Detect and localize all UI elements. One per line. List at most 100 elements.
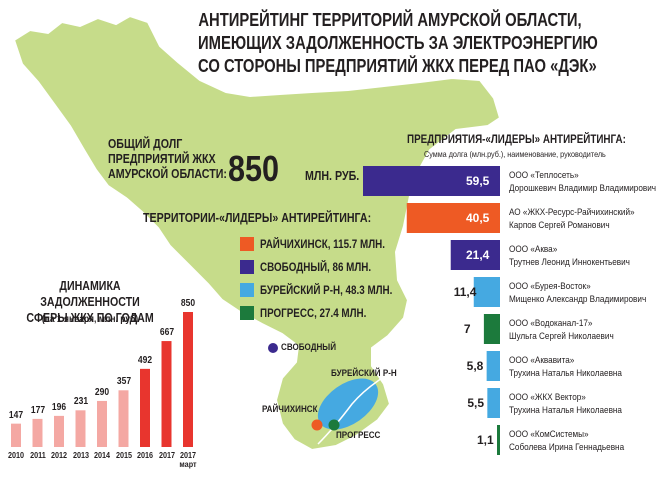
leader-company-head: Соболева Ирина Геннадьевна xyxy=(509,442,625,453)
history-year-label: 2013 xyxy=(68,451,94,460)
leader-value-label: 1,1 xyxy=(477,433,494,447)
total-debt-label-line-1: ОБЩИЙ ДОЛГ xyxy=(108,136,183,151)
map-label-raichikhinsk: РАЙЧИХИНСК xyxy=(262,404,318,415)
total-debt-label-line-2: ПРЕДПРИЯТИЙ ЖКХ xyxy=(108,151,216,166)
history-year-label: 2017 март xyxy=(175,451,201,469)
page-title: АНТИРЕЙТИНГ ТЕРРИТОРИЙ АМУРСКОЙ ОБЛАСТИ,… xyxy=(198,8,598,77)
title-line-1: АНТИРЕЙТИНГ ТЕРРИТОРИЙ АМУРСКОЙ ОБЛАСТИ, xyxy=(198,9,582,30)
history-year-label-line: 2011 xyxy=(29,450,46,460)
territory-swatch xyxy=(240,260,254,274)
dynamics-title: ДИНАМИКА ЗАДОЛЖЕННОСТИ СФЕРЫ ЖКХ ПО ГОДА… xyxy=(22,278,158,326)
history-year-label-line: 2015 xyxy=(115,450,132,460)
territory-swatch xyxy=(240,306,254,320)
history-value-label: 290 xyxy=(94,386,110,398)
leader-company-block: ООО «Теплосеть» Дорошкевич Владимир Влади… xyxy=(509,169,656,195)
region-shape xyxy=(12,14,502,452)
history-year-label-line: 2012 xyxy=(50,450,68,460)
leader-bar xyxy=(473,277,500,307)
history-year-label-line: 2013 xyxy=(72,450,89,460)
territory-label: ПРОГРЕСС, 27.4 МЛН. xyxy=(260,306,367,320)
history-year-label-line: 2017 xyxy=(158,450,175,460)
title-line-2: ИМЕЮЩИХ ЗАДОЛЖЕННОСТЬ ЗА ЭЛЕКТРОЭНЕРГИЮ xyxy=(198,32,598,53)
leader-company-name: ООО «ЖКХ Вектор» xyxy=(509,392,586,403)
leader-company-head: Трухина Наталья Николаевна xyxy=(509,405,622,416)
debt-dynamics-chart xyxy=(11,312,193,447)
leader-value-label: 5,5 xyxy=(467,396,485,410)
leader-bar xyxy=(450,240,500,270)
leader-value-label: 5,8 xyxy=(466,359,484,373)
history-bar xyxy=(118,390,129,447)
leader-value-label: 40,5 xyxy=(466,211,490,225)
history-year-label: 2015 xyxy=(111,451,137,460)
leaders-subheading: Сумма долга (млн.руб.), наименование, ру… xyxy=(424,149,606,159)
svobodny-marker xyxy=(268,343,278,353)
dynamics-note: (на 1 января, млн. руб) xyxy=(41,314,139,325)
leader-company-name: ООО «Бурея-Восток» xyxy=(509,281,591,292)
territory-swatch xyxy=(240,237,254,251)
leader-company-name: АО «ЖКХ-Ресурс-Райчихинский» xyxy=(509,207,635,218)
leader-bar xyxy=(497,425,500,455)
leader-bar xyxy=(406,203,500,233)
history-year-label: 2012 xyxy=(46,451,72,460)
history-year-label-line: 2016 xyxy=(136,450,154,460)
leader-company-head: Шульга Сергей Николаевич xyxy=(509,331,614,342)
map-label-svobodny: СВОБОДНЫЙ xyxy=(281,342,337,353)
history-value-label: 177 xyxy=(30,404,45,416)
territory-swatch xyxy=(240,283,254,297)
leader-company-name: ООО «Теплосеть» xyxy=(509,170,579,181)
territories-heading: ТЕРРИТОРИИ-«ЛИДЕРЫ» АНТИРЕЙТИНГА: xyxy=(143,210,372,225)
history-year-label: 2010 xyxy=(3,451,29,460)
history-year-label: 2016 xyxy=(132,451,158,460)
leader-company-block: ООО «Бурея-Восток» Мищенко Александр Влад… xyxy=(509,280,646,306)
leader-value-label: 21,4 xyxy=(466,248,490,262)
history-bar xyxy=(11,423,21,447)
history-bar xyxy=(140,368,150,447)
map-label-progress: ПРОГРЕСС xyxy=(336,430,381,441)
history-bar xyxy=(97,400,107,447)
leader-value-label: 11,4 xyxy=(453,285,477,299)
history-value-label: 357 xyxy=(116,376,131,388)
leader-company-name: ООО «Водоканал-17» xyxy=(509,318,593,329)
leader-bar xyxy=(483,314,500,344)
dynamics-title-line-2: СФЕРЫ ЖКХ ПО ГОДАМ xyxy=(26,311,154,325)
history-year-label-line: 2014 xyxy=(93,450,111,460)
leader-company-block: АО «ЖКХ-Ресурс-Райчихинский» Карпов Серге… xyxy=(509,206,635,232)
progress-marker xyxy=(328,419,340,431)
leader-company-head: Трутнев Леонид Иннокентьевич xyxy=(509,257,630,268)
history-value-label: 196 xyxy=(51,401,67,413)
leader-company-head: Мищенко Александр Владимирович xyxy=(509,294,647,305)
history-year-label: 2014 xyxy=(89,451,115,460)
history-year-label-line: 2017 xyxy=(179,450,197,460)
leader-bar xyxy=(486,351,500,381)
history-year-label-line: 2010 xyxy=(7,450,25,460)
territory-label: БУРЕЙСКИЙ Р-Н, 48.3 МЛН. xyxy=(260,283,393,297)
leader-company-head: Трухина Наталья Николаевна xyxy=(509,368,622,379)
leader-value-label: 59,5 xyxy=(466,174,490,188)
history-year-label: 2017 xyxy=(154,451,180,460)
history-bar xyxy=(54,415,64,447)
history-value-label: 492 xyxy=(137,354,153,366)
leader-bar xyxy=(363,166,500,196)
raichikhinsk-marker xyxy=(311,419,323,431)
history-value-label: 667 xyxy=(159,327,174,339)
title-line-3: СО СТОРОНЫ ПРЕДПРИЯТИЙ ЖКХ ПЕРЕД ПАО «ДЭ… xyxy=(198,55,597,76)
total-debt-value: 850 xyxy=(228,148,280,189)
bureya-district-shape xyxy=(317,378,379,430)
history-bar xyxy=(161,341,172,447)
leader-company-name: ООО «Аква» xyxy=(509,244,558,255)
leader-company-name: ООО «КомСистемы» xyxy=(509,429,589,440)
history-bar xyxy=(32,418,43,447)
history-year-label-line: март xyxy=(179,459,197,469)
leader-company-block: ООО «ЖКХ Вектор» Трухина Наталья Николаев… xyxy=(509,391,622,417)
leaders-heading: ПРЕДПРИЯТИЯ-«ЛИДЕРЫ» АНТИРЕЙТИНГА: xyxy=(407,132,626,146)
leader-value-label: 7 xyxy=(463,322,471,336)
total-debt-label: ОБЩИЙ ДОЛГ ПРЕДПРИЯТИЙ ЖКХ АМУРСКОЙ ОБЛА… xyxy=(108,136,227,181)
leader-company-block: ООО «Аква» Трутнев Леонид Иннокентьевич xyxy=(509,243,630,269)
map-label-bureya: БУРЕЙСКИЙ Р-Н xyxy=(331,368,397,379)
history-bar xyxy=(183,312,193,447)
total-debt-label-line-3: АМУРСКОЙ ОБЛАСТИ: xyxy=(108,166,227,181)
leader-company-block: ООО «Аквавита» Трухина Наталья Николаевна xyxy=(509,354,622,380)
history-year-label: 2011 xyxy=(25,451,51,460)
history-value-label: 231 xyxy=(73,396,88,408)
leader-company-head: Дорошкевич Владимир Владимирович xyxy=(509,183,657,194)
